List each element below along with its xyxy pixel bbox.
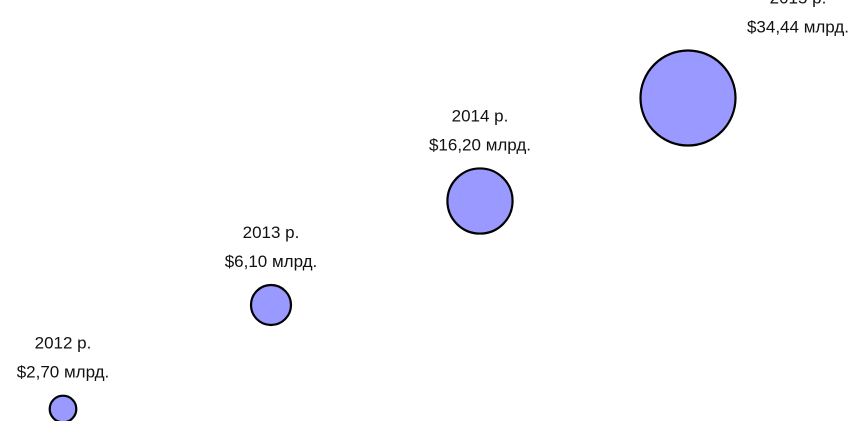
bubble-value-label-1: $2,70 млрд. [17,363,110,382]
label-group: 2012 р. $2,70 млрд. 2013 р. $6,10 млрд. 2014… [17,0,849,382]
bubble-point-4 [639,49,737,147]
bubble-value-label-2: $6,10 млрд. [225,252,318,271]
bubble-point-1 [48,394,78,421]
bubble-year-label-2: 2013 р. [243,223,300,242]
bubble-year-label-4: 2015 р. [770,0,827,8]
bubble-year-label-3: 2014 р. [452,106,509,125]
bubble-value-label-4: $34,44 млрд. [747,18,849,37]
bubble-point-2 [249,283,293,327]
bubble-year-label-1: 2012 р. [35,334,92,353]
bubble-point-3 [446,167,514,235]
bubble-group [48,49,737,421]
bubble-value-label-3: $16,20 млрд. [429,135,531,154]
